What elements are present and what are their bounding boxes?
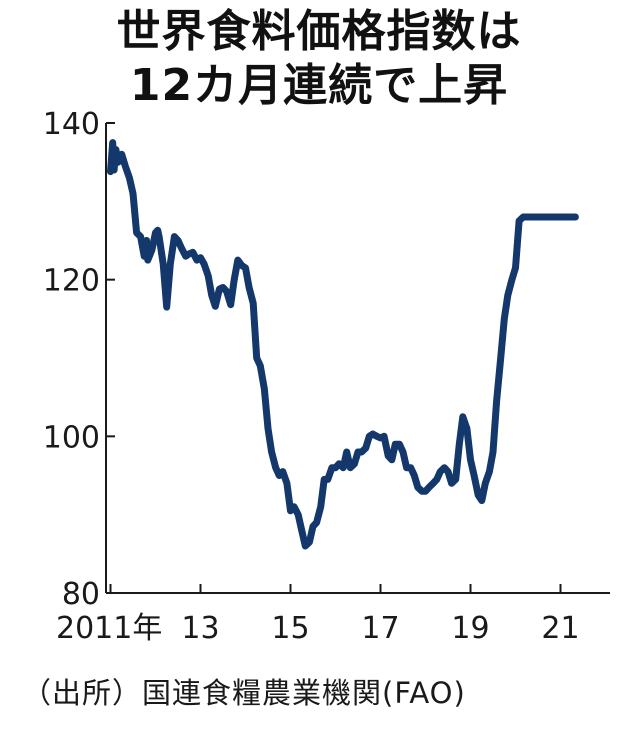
y-tick-label: 140: [43, 107, 100, 142]
source-note: （出所）国連食糧農業機関(FAO): [22, 676, 466, 710]
x-tick-label: 17: [361, 611, 399, 646]
y-tick-label: 120: [43, 264, 100, 299]
x-tick-label: 15: [271, 611, 309, 646]
tick-labels: 80 100 120 140 2011年 13 15 17 19 21: [43, 107, 580, 646]
x-tick-label: 13: [181, 611, 219, 646]
x-tick-label: 19: [451, 611, 489, 646]
chart-axes: [105, 122, 610, 594]
series-line: [107, 139, 579, 550]
y-tick-label: 80: [62, 577, 100, 612]
chart-title: 世界食料価格指数は: [116, 6, 522, 57]
x-tick-label: 2011年: [56, 611, 162, 646]
x-tick-label: 21: [541, 611, 579, 646]
chart-subtitle: 12カ月連続で上昇: [129, 60, 509, 111]
y-tick-label: 100: [43, 420, 100, 455]
